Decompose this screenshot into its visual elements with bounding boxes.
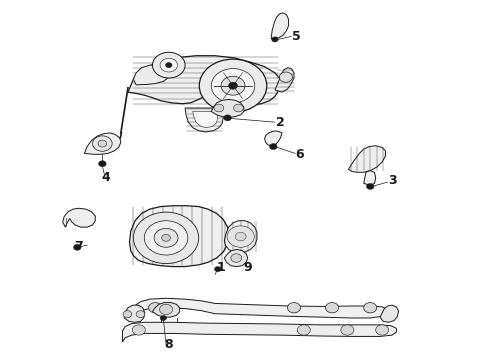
- Circle shape: [297, 325, 310, 335]
- Polygon shape: [63, 208, 95, 227]
- Circle shape: [229, 82, 237, 89]
- Text: 5: 5: [293, 30, 301, 43]
- Polygon shape: [128, 56, 280, 105]
- Circle shape: [93, 136, 112, 151]
- Text: 9: 9: [244, 261, 252, 274]
- Polygon shape: [364, 171, 376, 185]
- Circle shape: [199, 59, 267, 112]
- Circle shape: [152, 52, 185, 78]
- Circle shape: [136, 311, 145, 318]
- Circle shape: [132, 325, 146, 335]
- Text: 3: 3: [388, 174, 396, 186]
- Circle shape: [160, 304, 172, 315]
- Polygon shape: [275, 68, 294, 92]
- Circle shape: [224, 115, 231, 121]
- Polygon shape: [193, 112, 218, 128]
- Circle shape: [279, 72, 293, 82]
- Circle shape: [74, 244, 81, 250]
- Text: 8: 8: [165, 338, 173, 351]
- Circle shape: [211, 68, 255, 103]
- Polygon shape: [133, 298, 388, 318]
- Circle shape: [271, 37, 278, 42]
- Polygon shape: [348, 146, 386, 172]
- Polygon shape: [271, 13, 289, 39]
- Circle shape: [235, 232, 246, 241]
- Text: 4: 4: [102, 171, 111, 184]
- Circle shape: [221, 76, 245, 95]
- Circle shape: [123, 311, 132, 318]
- Polygon shape: [185, 108, 223, 132]
- Circle shape: [160, 58, 177, 72]
- Circle shape: [148, 302, 162, 313]
- Circle shape: [214, 104, 224, 112]
- Circle shape: [367, 184, 374, 189]
- Circle shape: [98, 161, 106, 167]
- Circle shape: [133, 212, 199, 264]
- Polygon shape: [133, 65, 170, 85]
- Circle shape: [154, 229, 178, 247]
- Polygon shape: [84, 133, 121, 154]
- Polygon shape: [124, 305, 145, 322]
- Circle shape: [231, 254, 242, 262]
- Text: 2: 2: [276, 116, 285, 129]
- Circle shape: [98, 140, 107, 147]
- Circle shape: [364, 302, 377, 313]
- Polygon shape: [211, 99, 244, 117]
- Circle shape: [160, 315, 167, 320]
- Circle shape: [144, 221, 188, 255]
- Circle shape: [325, 302, 339, 313]
- Polygon shape: [265, 131, 282, 146]
- Polygon shape: [152, 302, 180, 317]
- Circle shape: [270, 144, 277, 149]
- Text: 1: 1: [216, 261, 225, 274]
- Polygon shape: [380, 305, 398, 322]
- Circle shape: [215, 266, 221, 272]
- Polygon shape: [129, 206, 229, 266]
- Text: 6: 6: [295, 148, 304, 161]
- Circle shape: [341, 325, 354, 335]
- Polygon shape: [122, 322, 396, 342]
- Circle shape: [376, 325, 389, 335]
- Polygon shape: [224, 249, 248, 266]
- Circle shape: [288, 302, 300, 313]
- Circle shape: [166, 63, 172, 68]
- Circle shape: [234, 104, 244, 112]
- Circle shape: [227, 226, 254, 247]
- Polygon shape: [224, 221, 257, 253]
- Text: 7: 7: [74, 240, 83, 253]
- Circle shape: [162, 234, 171, 241]
